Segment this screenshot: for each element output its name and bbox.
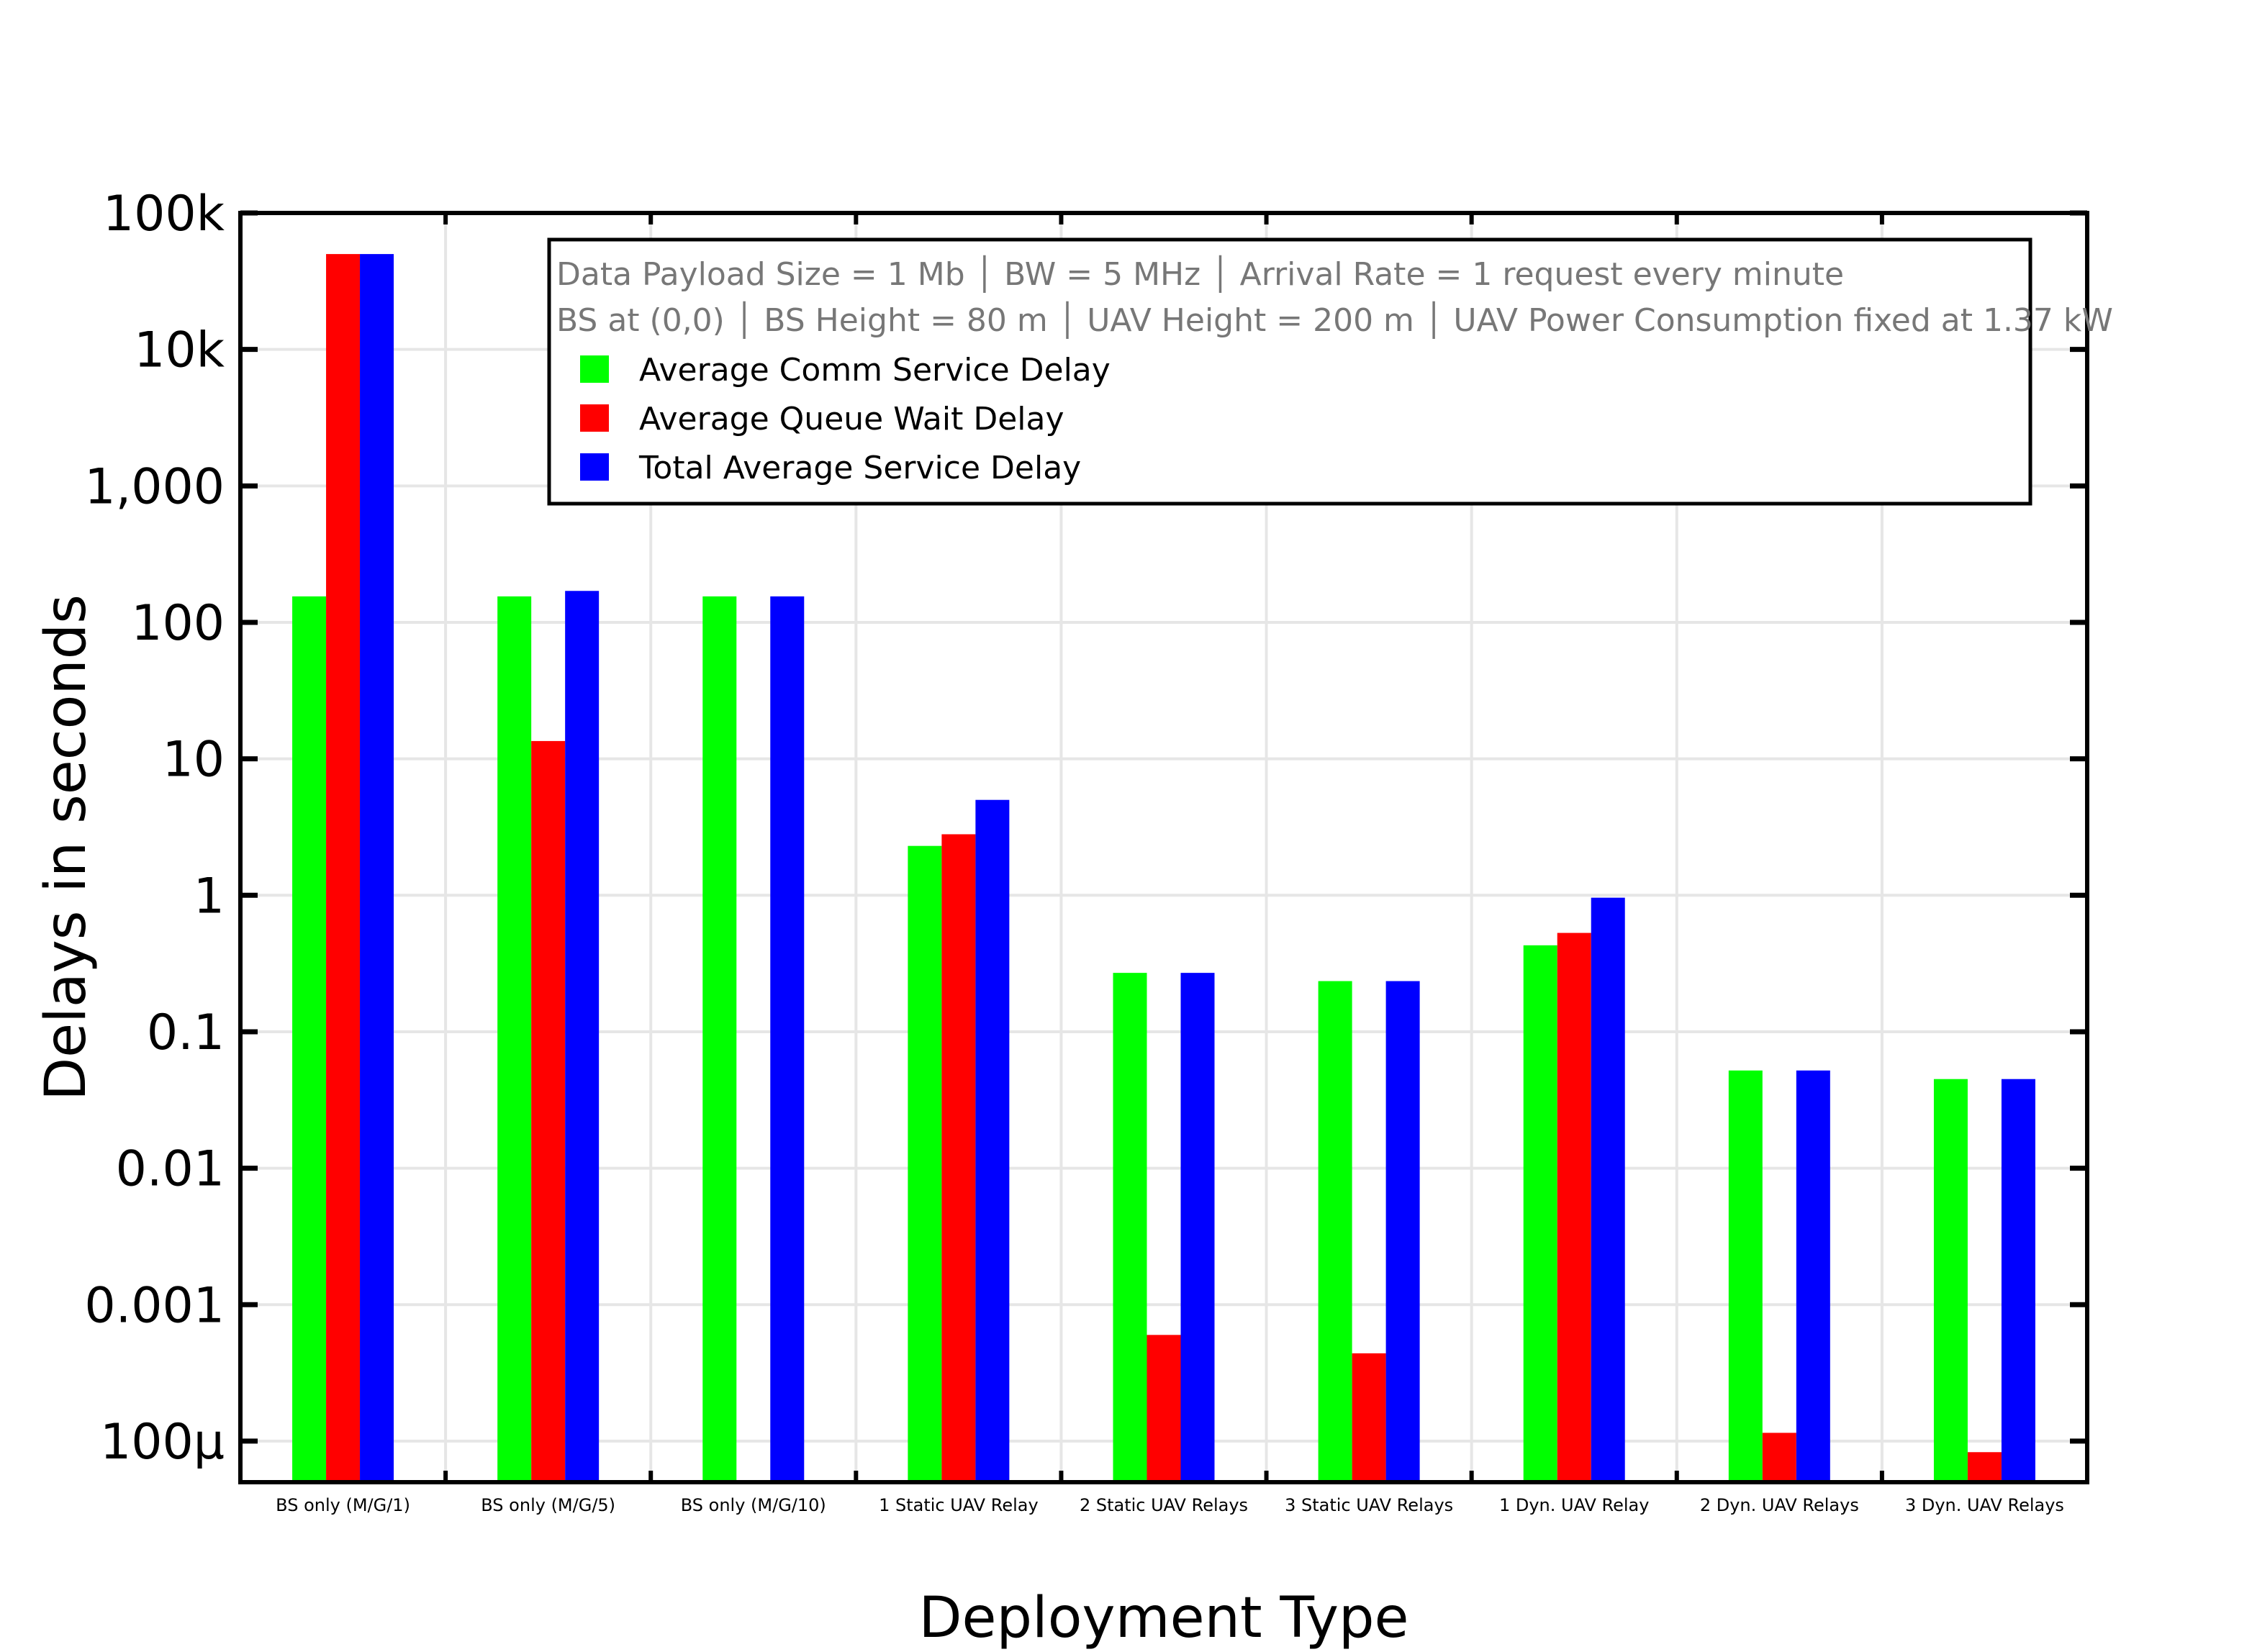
legend-info-line-1: Data Payload Size = 1 Mb │ BW = 5 MHz │ …: [556, 255, 1844, 293]
legend: Data Payload Size = 1 Mb │ BW = 5 MHz │ …: [547, 237, 2113, 506]
bars: [292, 254, 2035, 1483]
legend-swatch: [580, 355, 609, 383]
bar: [531, 740, 566, 1482]
x-tick-label: BS only (M/G/10): [681, 1495, 826, 1515]
bar: [702, 596, 737, 1483]
bar: [326, 254, 361, 1482]
y-tick-label: 100k: [103, 186, 225, 242]
ticks: [240, 210, 2087, 1482]
bar: [1796, 1070, 1830, 1482]
bar: [1557, 932, 1591, 1482]
legend-entry-label: Average Queue Wait Delay: [639, 401, 1064, 437]
plot-frame: [238, 211, 2089, 1484]
x-tick-label: 1 Static UAV Relay: [879, 1495, 1039, 1515]
y-tick-label: 0.01: [116, 1141, 225, 1198]
y-tick-label: 0.001: [84, 1277, 225, 1334]
y-tick-label: 10: [162, 732, 225, 789]
bar: [1352, 1353, 1386, 1482]
legend-swatch: [580, 453, 609, 481]
bar: [908, 845, 942, 1482]
bar: [1523, 945, 1557, 1482]
bar: [1762, 1433, 1796, 1482]
legend-swatch: [580, 404, 609, 432]
x-tick-label: BS only (M/G/5): [481, 1495, 615, 1515]
legend-info-line-2: BS at (0,0) │ BS Height = 80 m │ UAV Hei…: [556, 301, 2113, 339]
bar: [941, 834, 976, 1482]
x-tick-label: 2 Static UAV Relays: [1080, 1495, 1248, 1515]
bar: [1967, 1452, 2002, 1482]
x-tick-labels: BS only (M/G/1) BS only (M/G/5) BS only (M…: [276, 1495, 2064, 1515]
bar: [1933, 1079, 1968, 1482]
x-tick-label: BS only (M/G/1): [276, 1495, 410, 1515]
legend-entry-label: Total Average Service Delay: [638, 450, 1081, 486]
legend-entry-label: Average Comm Service Delay: [639, 352, 1111, 389]
bar: [1591, 897, 1625, 1482]
legend-box: [547, 237, 2032, 506]
y-axis-label: Delays in seconds: [34, 594, 99, 1101]
bar: [1318, 981, 1352, 1482]
bar: [1113, 973, 1147, 1482]
bar: [565, 591, 600, 1482]
y-tick-label: 1: [194, 868, 225, 925]
bar: [1147, 1335, 1181, 1482]
y-tick-label: 10k: [134, 322, 225, 379]
y-tick-labels: 100k 10k 1,000 100 10 1 0.1 0.01 0.001 100μ: [84, 186, 225, 1471]
bar: [2001, 1079, 2035, 1482]
x-axis-label: Deployment Type: [918, 1586, 1408, 1649]
bar: [1728, 1070, 1763, 1482]
x-tick-label: 3 Static UAV Relays: [1285, 1495, 1453, 1515]
y-tick-label: 1,000: [84, 458, 225, 515]
bar: [360, 254, 394, 1482]
bar: [292, 596, 327, 1483]
y-tick-label: 100μ: [100, 1414, 225, 1471]
x-tick-label: 1 Dyn. UAV Relay: [1499, 1495, 1650, 1515]
bar: [1385, 981, 1420, 1482]
x-tick-label: 2 Dyn. UAV Relays: [1700, 1495, 1859, 1515]
bar: [1180, 973, 1215, 1482]
bar: [497, 596, 532, 1483]
bar: [770, 596, 805, 1483]
bar: [975, 799, 1010, 1482]
y-tick-label: 100: [131, 595, 225, 652]
x-tick-label: 3 Dyn. UAV Relays: [1905, 1495, 2064, 1515]
legend-entries: Average Comm Service Delay Average Queue …: [580, 352, 1111, 486]
y-tick-label: 0.1: [147, 1004, 225, 1061]
